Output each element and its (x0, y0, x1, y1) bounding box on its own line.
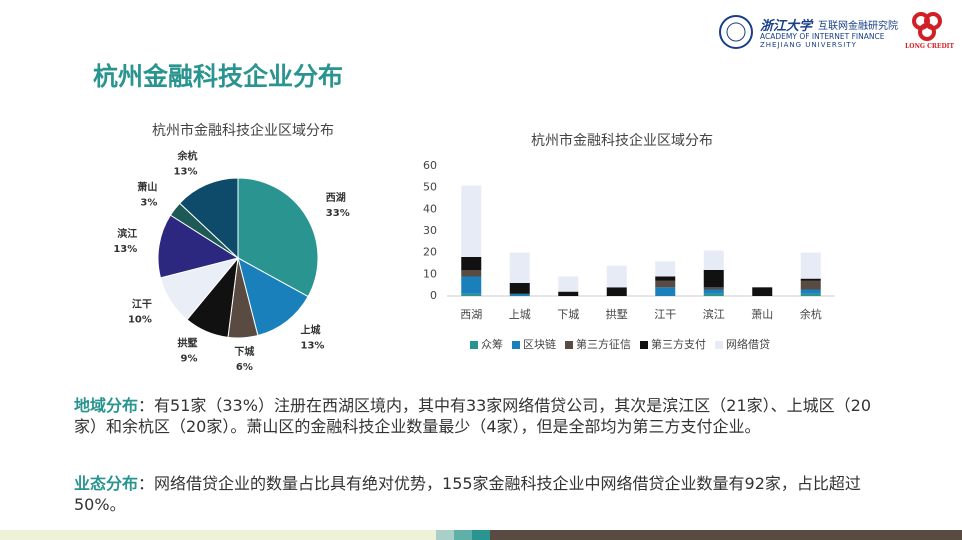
bar-segment (703, 270, 724, 288)
university-en: ZHEJIANG UNIVERSITY (760, 41, 857, 49)
y-tick-label: 40 (423, 202, 437, 215)
bar-segment (655, 287, 676, 296)
bar-segment (800, 278, 821, 281)
bar-segment (558, 291, 579, 296)
bar-segment (703, 289, 724, 294)
x-tick-label: 江干 (654, 308, 676, 321)
pie-slice (237, 177, 319, 298)
bar-segment (509, 293, 530, 296)
footer-bar (0, 530, 962, 540)
bar-segment (655, 280, 676, 288)
pie-label: 下城 (234, 345, 254, 358)
bar-segment (461, 293, 482, 296)
x-tick-label: 余杭 (800, 307, 822, 321)
pie-slice (178, 177, 239, 260)
paragraph-body: ：有51家（33%）注册在西湖区境内，其中有33家网络借贷公司，其次是滨江区（2… (74, 396, 872, 436)
pie-label: 余杭 (176, 149, 197, 162)
bar-segment (461, 276, 482, 294)
y-tick-label: 30 (423, 224, 437, 237)
legend-swatch (565, 341, 573, 349)
pie-label: 滨江 (117, 227, 137, 240)
paragraph-lead: 业态分布 (74, 474, 139, 493)
paragraph: 地域分布：有51家（33%）注册在西湖区境内，其中有33家网络借贷公司，其次是滨… (74, 395, 894, 437)
legend-swatch (470, 341, 478, 349)
y-tick-label: 60 (423, 159, 437, 172)
pie-slice (157, 214, 240, 279)
bar-segment (800, 293, 821, 296)
bar-segment (655, 261, 676, 277)
legend-label: 区块链 (523, 337, 556, 351)
bar-segment (703, 287, 724, 290)
legend-label: 网络借贷 (726, 337, 770, 351)
pie-label: 萧山 (137, 180, 157, 193)
chart-title: 杭州市金融科技企业区域分布 (531, 132, 713, 149)
university-seal (719, 15, 753, 49)
y-tick-label: 20 (423, 246, 437, 259)
pie-value-label: 10% (128, 315, 152, 326)
bar-segment (461, 185, 482, 257)
legend-swatch (512, 341, 520, 349)
y-tick-label: 0 (430, 289, 437, 302)
bar-segment (558, 276, 579, 292)
pie-value-label: 6% (236, 362, 253, 373)
legend-label: 众筹 (481, 337, 503, 351)
legend-swatch (640, 341, 648, 349)
institute-en: ACADEMY OF INTERNET FINANCE (760, 32, 885, 41)
pie-label: 西湖 (326, 191, 346, 204)
y-tick-label: 50 (423, 181, 437, 194)
institute: 互联网金融研究院 (818, 21, 898, 32)
pie-value-label: 33% (326, 208, 350, 219)
bar-segment (461, 257, 482, 270)
chart-title: 杭州市金融科技企业区域分布 (152, 122, 334, 139)
paragraph-body: ：网络借贷企业的数量占比具有绝对优势，155家金融科技企业中网络借贷企业数量有9… (74, 474, 861, 514)
bar-segment (461, 270, 482, 277)
pie-slice (237, 257, 309, 337)
bar-segment (800, 289, 821, 294)
pie-value-label: 9% (181, 354, 198, 365)
x-tick-label: 滨江 (703, 307, 725, 321)
logo-text: 浙江大学 (760, 19, 813, 34)
legend-label: 第三方支付 (651, 337, 706, 351)
pie-value-label: 13% (301, 341, 325, 352)
legend-label: 第三方征信 (576, 337, 631, 351)
bar-segment (509, 252, 530, 283)
brand: LONG CREDIT (905, 43, 954, 50)
legend-swatch (715, 341, 723, 349)
bar-segment (703, 293, 724, 296)
slide-title: 杭州金融科技企业分布 (93, 62, 344, 91)
paragraph-lead: 地域分布 (74, 396, 139, 415)
bar-segment (800, 280, 821, 290)
brand-logo (912, 12, 942, 41)
pie-label: 拱墅 (177, 337, 197, 350)
x-tick-label: 拱墅 (606, 307, 628, 321)
bar-segment (606, 287, 627, 296)
bar-segment (800, 252, 821, 279)
bar-segment (606, 265, 627, 288)
y-tick-label: 10 (423, 267, 437, 280)
pie-value-label: 13% (113, 244, 137, 255)
bar-segment (703, 250, 724, 270)
bar-segment (752, 287, 773, 296)
x-tick-label: 西湖 (460, 308, 482, 321)
x-tick-label: 萧山 (751, 308, 773, 321)
x-tick-label: 上城 (509, 308, 531, 321)
pie-label: 上城 (301, 324, 321, 337)
bar-segment (655, 276, 676, 281)
bar-segment (509, 283, 530, 294)
x-tick-label: 下城 (557, 308, 579, 321)
pie-label: 江干 (132, 298, 152, 311)
paragraph: 业态分布：网络借贷企业的数量占比具有绝对优势，155家金融科技企业中网络借贷企业… (74, 473, 894, 515)
pie-value-label: 3% (140, 197, 157, 208)
pie-value-label: 13% (174, 166, 198, 177)
